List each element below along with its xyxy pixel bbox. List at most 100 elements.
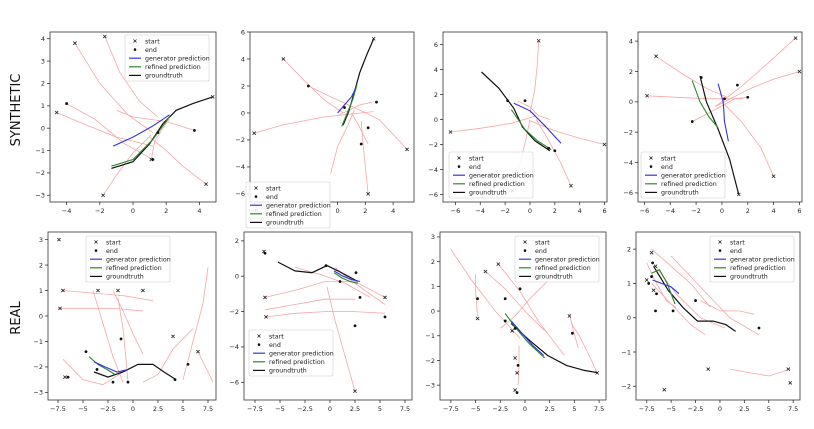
end-marker: [383, 315, 387, 319]
start-marker: [116, 288, 120, 293]
start-marker: [383, 295, 387, 300]
start-marker: [281, 57, 286, 61]
end-marker: [553, 149, 557, 153]
start-marker: [567, 314, 572, 318]
end-marker: [647, 282, 651, 285]
x-tick-label: −5: [78, 405, 88, 413]
legend-end-symbol: [718, 249, 722, 252]
x-tick-label: 5: [572, 405, 576, 413]
y-tick-label: 4: [629, 37, 633, 45]
legend-label: refined prediction: [730, 265, 786, 272]
x-tick-label: −5: [666, 405, 676, 413]
end-marker: [366, 126, 370, 130]
context-trajectory: [700, 300, 755, 315]
groundtruth-line: [481, 71, 551, 152]
end-marker: [746, 95, 750, 99]
subplot-synthetic-1: −4 −2 0 2 4 −3 −2 −1 0 1 2 3 4 start end generator pred…: [35, 31, 217, 215]
y-tick-label: 1: [431, 283, 435, 291]
refined-prediction-line: [341, 84, 358, 127]
context-trajectory: [715, 71, 800, 107]
axes-frame: [243, 231, 413, 401]
subplot-real-4: −7.5 −5 −2.5 0 2.5 5 7.5 −2 −1 0 1 2 start end generat…: [621, 231, 801, 413]
x-tick-label: −5: [275, 405, 285, 413]
context-trajectory: [58, 307, 144, 312]
x-tick-label: 5: [378, 405, 382, 413]
start-marker: [513, 388, 517, 393]
x-tick-label: −4: [665, 207, 675, 215]
y-tick-label: 4: [241, 55, 245, 63]
subplot-grid: −4 −2 0 2 4 −3 −2 −1 0 1 2 3 4 start end generator pred…: [33, 28, 803, 413]
x-tick-label: −2: [691, 207, 701, 215]
legend-label: refined prediction: [266, 211, 322, 218]
start-marker: [651, 288, 656, 293]
start-marker: [353, 389, 357, 394]
context-trajectory: [655, 55, 728, 98]
y-tick-label: 4: [41, 35, 45, 43]
end-marker: [736, 83, 739, 87]
context-trajectory: [729, 368, 791, 377]
start-marker: [96, 288, 100, 293]
legend-label: start: [266, 185, 281, 192]
legend-label: refined prediction: [469, 181, 525, 188]
generator-prediction-line: [510, 320, 545, 356]
context-trajectory: [651, 248, 711, 308]
legend-label: end: [535, 248, 547, 255]
y-tick-label: 3: [39, 236, 43, 244]
subplot-real-3: −7.5 −5 −2.5 0 2.5 5 7.5 −3 −2 −1 0 1 2 3 start end gene…: [425, 231, 607, 413]
end-marker: [516, 364, 520, 367]
legend-label: end: [469, 164, 481, 171]
refined-prediction-line: [88, 356, 116, 375]
y-tick-label: 0: [235, 273, 239, 281]
legend-label: start: [535, 239, 550, 246]
x-tick-label: 0: [528, 207, 532, 215]
subplot-real-1: −7.5 −5 −2.5 0 2.5 5 7.5 −3 −2 −1 0 1 2 3 start end gene…: [33, 231, 217, 413]
x-tick-label: 2: [363, 207, 367, 215]
y-tick-label: 2: [629, 68, 633, 76]
x-tick-label: −5: [471, 405, 481, 413]
end-marker: [651, 261, 654, 265]
end-marker: [111, 380, 115, 384]
legend-end-symbol: [94, 249, 98, 252]
legend-end-symbol: [457, 165, 461, 168]
start-marker: [366, 192, 371, 196]
legend-end-symbol: [257, 343, 261, 346]
x-tick-label: −7.5: [50, 405, 66, 413]
start-marker: [649, 250, 654, 255]
legend-label: end: [661, 164, 673, 171]
legend-end-symbol: [649, 165, 653, 168]
legend-label: groundtruth: [145, 73, 183, 80]
end-marker: [343, 106, 346, 109]
y-tick-label: 0: [629, 98, 633, 106]
end-marker: [338, 280, 342, 283]
end-marker: [354, 271, 358, 275]
legend-label: refined prediction: [535, 265, 591, 272]
end-marker: [306, 84, 310, 88]
y-tick-label: −6: [623, 189, 633, 197]
end-marker: [173, 378, 177, 382]
end-marker: [324, 264, 328, 267]
x-tick-label: −2.5: [492, 405, 508, 413]
start-marker: [771, 174, 776, 179]
end-marker: [95, 368, 99, 371]
x-tick-label: 6: [602, 207, 606, 215]
legend-label: refined prediction: [106, 265, 162, 272]
context-trajectory: [308, 85, 408, 150]
y-tick-label: −1: [425, 332, 435, 340]
context-trajectory: [56, 112, 153, 147]
x-tick-label: 4: [578, 207, 582, 215]
context-trajectory: [116, 109, 195, 131]
legend-label: groundtruth: [535, 274, 573, 281]
legend-label: generator prediction: [266, 203, 331, 210]
legend-label: groundtruth: [269, 368, 307, 375]
x-tick-label: 4: [391, 207, 395, 215]
generator-prediction-line: [337, 88, 357, 114]
legend-label: start: [106, 239, 121, 246]
y-tick-label: 2: [41, 80, 45, 88]
generator-prediction-line: [652, 279, 680, 295]
context-trajectory: [692, 96, 748, 122]
context-trajectory: [475, 274, 478, 317]
